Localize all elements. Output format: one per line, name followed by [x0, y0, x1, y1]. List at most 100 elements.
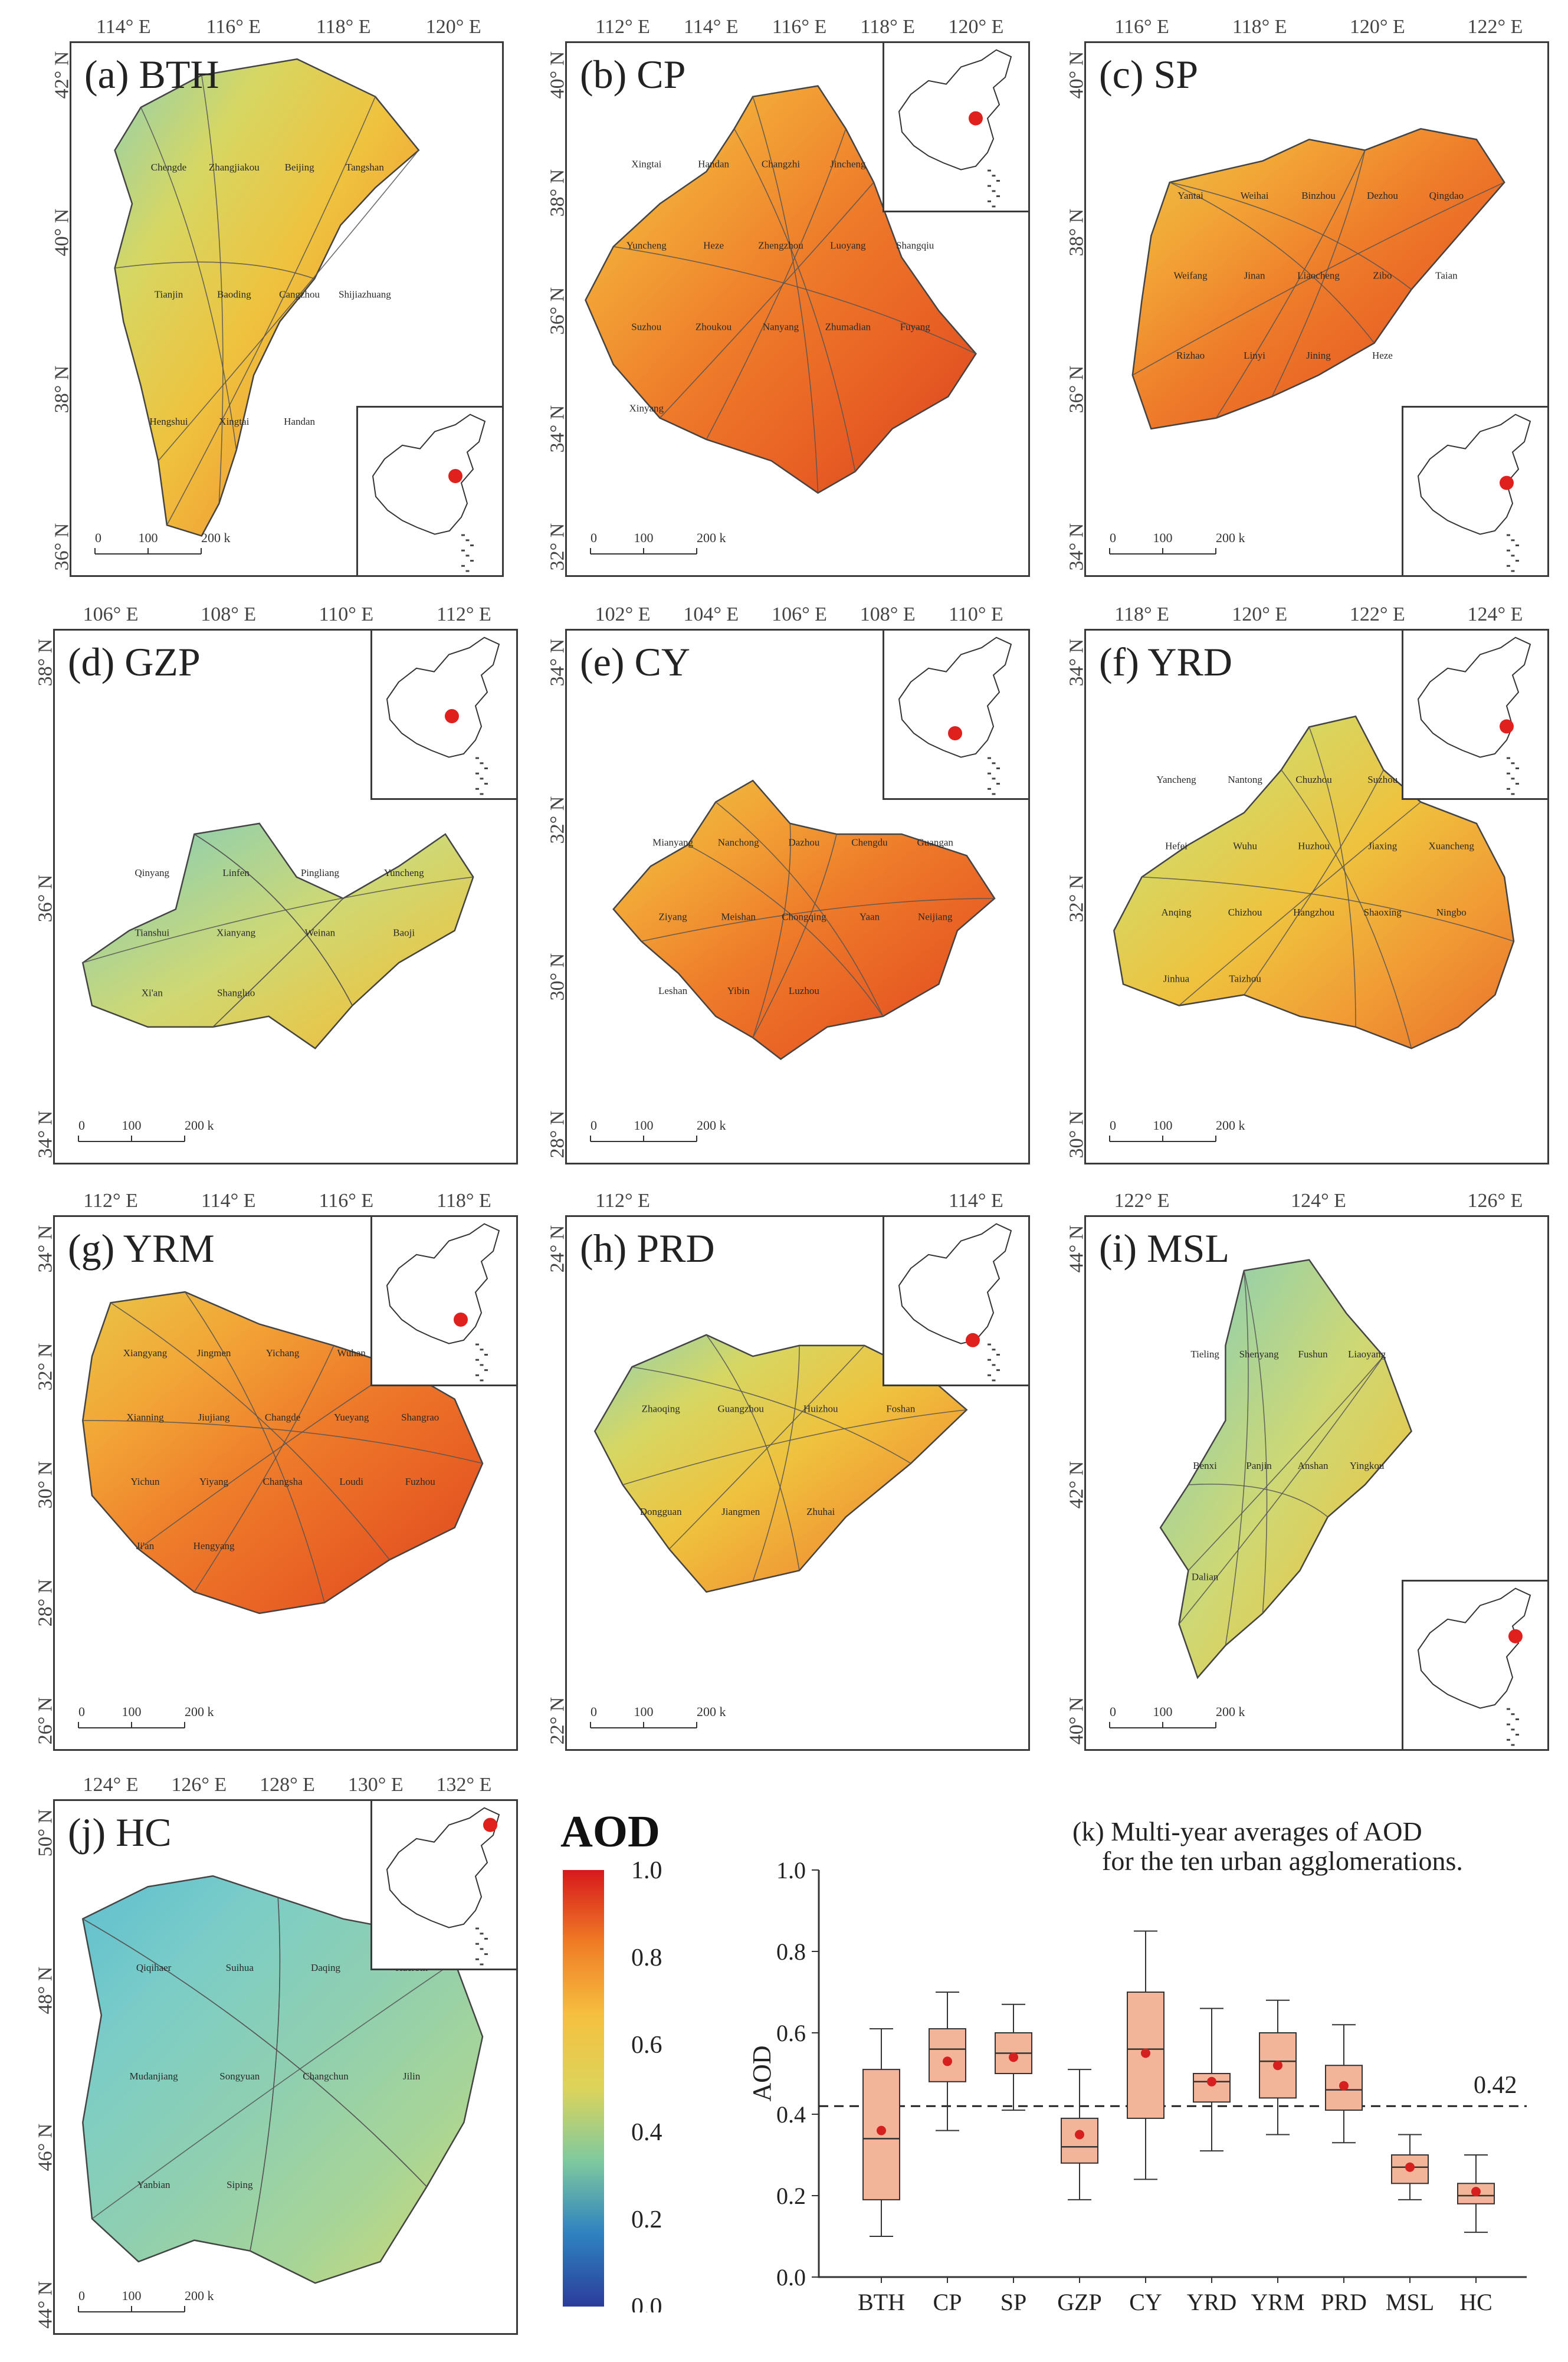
map-a: Chengde Zhangjiakou Beijing Tangshan Tianjin…	[114, 58, 420, 537]
city-label: Tangshan	[346, 162, 384, 173]
city-label: Yibin	[727, 985, 750, 996]
city-label: Liaoyang	[1348, 1349, 1386, 1360]
city-label: Nantong	[1228, 774, 1262, 785]
city-label: Beijing	[285, 162, 315, 173]
chart-title-line: for the ten urban agglomerations.	[1102, 1846, 1463, 1876]
city-label: Yingkou	[1350, 1460, 1385, 1471]
scale-label: 100	[1153, 1704, 1173, 1719]
scale-label: 0	[1110, 1118, 1116, 1133]
box-GZP	[1061, 2117, 1098, 2164]
longitude-label: 114° E	[201, 1190, 256, 1212]
city-label: Wuhan	[337, 1347, 366, 1359]
city-label: Cangzhou	[279, 288, 320, 300]
city-label: Xinyang	[629, 403, 664, 414]
china-inset	[1402, 406, 1549, 577]
city-label: Yanbian	[137, 2179, 170, 2190]
region-marker	[483, 1818, 497, 1832]
city-label: Yueyang	[334, 1412, 369, 1423]
city-label: Nanchong	[718, 836, 759, 848]
legend-tick: 0.4	[631, 2119, 662, 2146]
y-tick-label: 0.2	[776, 2183, 806, 2209]
city-label: Xianyang	[216, 927, 256, 939]
box-MSL	[1391, 2154, 1429, 2184]
city-label: Shaoxing	[1364, 907, 1402, 918]
latitude-label: 38° N	[51, 365, 73, 414]
map-panel-i: Tieling Shenyang Fushun Liaoyang Benxi Panjin…	[1065, 1190, 1549, 1751]
legend-title: AOD	[560, 1807, 660, 1856]
map-panel-e: Mianyang Nanchong Dazhou Chengdu Guangan Ziya…	[546, 603, 1030, 1164]
scale-label: 0	[591, 530, 597, 545]
city-label: Panjin	[1246, 1460, 1272, 1471]
city-label: Siping	[227, 2179, 253, 2190]
region-marker	[948, 726, 962, 740]
city-label: Liaocheng	[1297, 270, 1340, 281]
city-label: Suzhou	[631, 322, 662, 333]
city-label: Jining	[1306, 350, 1331, 361]
box-mean-dot	[1207, 2076, 1216, 2087]
scale-label: 0	[95, 530, 101, 545]
city-label: Loudi	[339, 1476, 363, 1487]
map-panel-g: XiangyangJingmenYichangWuhanJingzhouXian…	[34, 1190, 518, 1751]
city-label: Baoding	[217, 288, 251, 300]
city-label: Yuncheng	[626, 240, 667, 251]
box-mean-dot	[1471, 2187, 1481, 2197]
longitude-label: 118° E	[437, 1190, 491, 1212]
legend-colorbar	[563, 1870, 604, 2307]
map-panel-c: Yantai Weihai Binzhou Dezhou Qingdao Weifang J…	[1065, 16, 1549, 577]
box-mean-dot	[1273, 2061, 1282, 2071]
longitude-label: 118° E	[316, 16, 371, 38]
region-marker	[1508, 1629, 1523, 1643]
region-marker	[966, 1333, 980, 1347]
box-mean-dot	[1405, 2162, 1415, 2172]
longitude-label: 120° E	[1232, 603, 1288, 625]
china-outline	[1417, 414, 1531, 572]
x-tick-label: YRD	[1187, 2289, 1236, 2315]
china-outline	[372, 414, 486, 572]
scale-label: 100	[634, 1118, 654, 1133]
scale-label: 100	[1153, 530, 1173, 545]
region-marker	[1500, 719, 1514, 734]
y-tick-label: 1.0	[776, 1857, 806, 1884]
longitude-label: 122° E	[1467, 16, 1523, 38]
city-label: Guangzhou	[718, 1403, 765, 1415]
city-label: Mudanjiang	[130, 2071, 179, 2082]
latitude-label: 42° N	[1065, 1461, 1088, 1509]
city-label: Anshan	[1298, 1460, 1328, 1471]
city-label: Hengyang	[193, 1540, 235, 1551]
scale-label: 200 km	[1216, 1118, 1245, 1133]
chart-axes	[818, 1870, 1527, 2278]
latitude-label: 26° N	[34, 1697, 57, 1744]
latitude-label: 34° N	[1065, 523, 1088, 570]
city-label: Hangzhou	[1293, 907, 1334, 918]
scale-label: 100	[122, 1704, 142, 1719]
city-label: Shenyang	[1239, 1349, 1280, 1360]
china-inset	[356, 406, 504, 577]
panel-label: (e) CY	[580, 639, 690, 684]
city-label: Changde	[265, 1412, 300, 1423]
city-label: Suihua	[226, 1962, 254, 1973]
city-label: Hengshui	[149, 416, 188, 427]
region-marker	[445, 709, 459, 723]
city-label: Jinan	[1244, 270, 1265, 281]
longitude-label: 120° E	[948, 16, 1004, 38]
longitude-label: 116° E	[1114, 16, 1169, 38]
y-tick-label: 0.8	[776, 1938, 806, 1965]
panel-label: (g) YRM	[68, 1226, 215, 1271]
map-d: Qinyang Linfen Pingliang Yuncheng Tianshui Xi…	[81, 822, 474, 1049]
city-label: Suzhou	[1367, 774, 1398, 785]
longitude-label: 132° E	[436, 1774, 492, 1796]
latitude-label: 28° N	[34, 1579, 57, 1627]
city-label: Anqing	[1162, 907, 1192, 918]
scale-label: 0	[1110, 530, 1116, 545]
map-panel-a: Chengde Zhangjiakou Beijing Tangshan Tianjin…	[51, 16, 504, 577]
city-label: Jiujiang	[198, 1412, 230, 1423]
map-panel-f: YanchengNantongChuzhouSuzhouShanghaiHefe…	[1065, 603, 1549, 1164]
longitude-label: 114° E	[683, 16, 739, 38]
longitude-label: 104° E	[683, 603, 739, 625]
longitude-label: 112° E	[437, 603, 491, 625]
scale-label: 200 km	[697, 1704, 726, 1719]
city-label: Guangan	[917, 836, 954, 848]
x-tick-label: MSL	[1386, 2289, 1434, 2315]
china-outline	[1417, 637, 1531, 795]
scale-label: 0	[1110, 1704, 1116, 1719]
